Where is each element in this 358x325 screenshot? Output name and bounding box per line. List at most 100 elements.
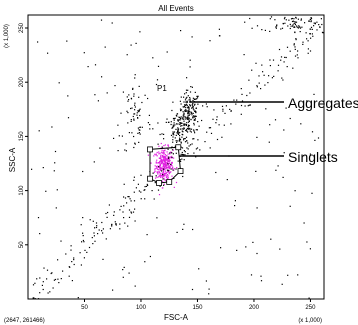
event-point-gated — [160, 156, 162, 158]
event-point — [134, 102, 136, 104]
event-point — [151, 190, 153, 192]
event-point — [186, 130, 188, 132]
event-point — [224, 112, 226, 114]
event-point-gated — [171, 168, 173, 170]
event-point-gated — [164, 150, 166, 152]
event-point — [241, 100, 244, 102]
event-point — [169, 152, 171, 154]
event-point-gated — [168, 165, 171, 167]
event-point — [306, 100, 308, 102]
event-point-gated — [154, 169, 156, 171]
event-point — [309, 153, 311, 155]
event-point — [170, 121, 172, 123]
event-point — [105, 238, 107, 240]
event-point — [288, 19, 290, 21]
event-point — [261, 64, 263, 66]
event-point — [79, 252, 81, 254]
event-point-gated — [160, 142, 162, 145]
event-point-gated — [160, 176, 162, 178]
event-point-gated — [168, 172, 170, 174]
event-point-gated — [158, 162, 160, 164]
event-point — [168, 170, 170, 172]
event-point — [294, 55, 297, 57]
event-point — [193, 152, 195, 154]
event-point — [127, 196, 129, 198]
event-point — [42, 288, 44, 291]
event-point — [178, 133, 180, 135]
gate-handles[interactable] — [147, 144, 184, 186]
event-point — [82, 235, 84, 237]
event-point — [187, 121, 190, 123]
event-point — [268, 75, 270, 77]
event-point — [299, 26, 301, 28]
event-point — [141, 101, 143, 104]
event-point — [308, 20, 310, 22]
gate-vertex-handle[interactable] — [147, 146, 153, 153]
event-point — [174, 124, 176, 126]
event-point — [128, 209, 131, 211]
event-point — [185, 89, 188, 91]
event-point-gated — [163, 177, 165, 179]
event-point-gated — [168, 162, 170, 165]
event-point-gated — [158, 194, 161, 196]
event-point — [167, 148, 169, 150]
event-point — [264, 84, 266, 86]
event-point — [299, 31, 301, 33]
event-point — [195, 148, 197, 150]
event-point — [193, 138, 195, 140]
event-point — [147, 122, 149, 124]
event-point — [184, 141, 187, 143]
gate-vertex-handle[interactable] — [166, 179, 173, 185]
event-point — [148, 114, 150, 116]
event-point — [183, 150, 185, 152]
x-axis-ticks: 50 100 150 200 250 — [81, 299, 316, 311]
event-point — [66, 40, 68, 42]
gate-vertex-handle[interactable] — [175, 144, 182, 151]
event-point — [270, 238, 272, 240]
event-point — [189, 97, 191, 99]
event-point-gated — [175, 181, 178, 184]
event-point — [187, 114, 189, 116]
event-point — [307, 48, 309, 50]
event-point — [197, 95, 199, 97]
event-point — [123, 183, 125, 185]
event-point — [322, 32, 324, 34]
event-point-gated — [170, 165, 172, 167]
event-point — [127, 122, 129, 124]
event-point — [42, 281, 44, 283]
gate-vertex-handle[interactable] — [177, 168, 184, 174]
event-point — [186, 100, 188, 102]
event-point — [195, 110, 197, 113]
event-point — [136, 112, 138, 114]
event-point — [183, 124, 185, 127]
event-point — [191, 36, 193, 38]
event-point-gated — [176, 167, 178, 169]
event-point — [141, 126, 143, 128]
gate-vertex-handle[interactable] — [156, 180, 162, 186]
event-point-gated — [165, 160, 167, 162]
event-point — [215, 171, 217, 174]
event-point — [177, 132, 179, 134]
event-point-gated — [161, 187, 163, 189]
gate-vertex-handle[interactable] — [147, 175, 153, 182]
event-point-gated — [167, 145, 170, 147]
event-point-gated — [170, 151, 172, 153]
event-point — [310, 26, 313, 28]
event-point — [179, 138, 181, 141]
event-point-gated — [160, 167, 163, 169]
event-point — [128, 272, 130, 274]
event-point — [306, 38, 308, 40]
event-point — [183, 101, 185, 103]
event-point-gated — [162, 164, 164, 166]
event-point — [282, 79, 284, 81]
event-point — [185, 116, 187, 118]
event-point — [184, 116, 186, 118]
event-point-gated — [154, 170, 156, 172]
event-point — [97, 233, 99, 235]
event-point — [181, 128, 183, 130]
event-point — [267, 82, 269, 84]
event-point — [296, 26, 298, 28]
event-point — [198, 268, 200, 270]
event-point — [294, 21, 296, 23]
event-point — [138, 109, 140, 111]
